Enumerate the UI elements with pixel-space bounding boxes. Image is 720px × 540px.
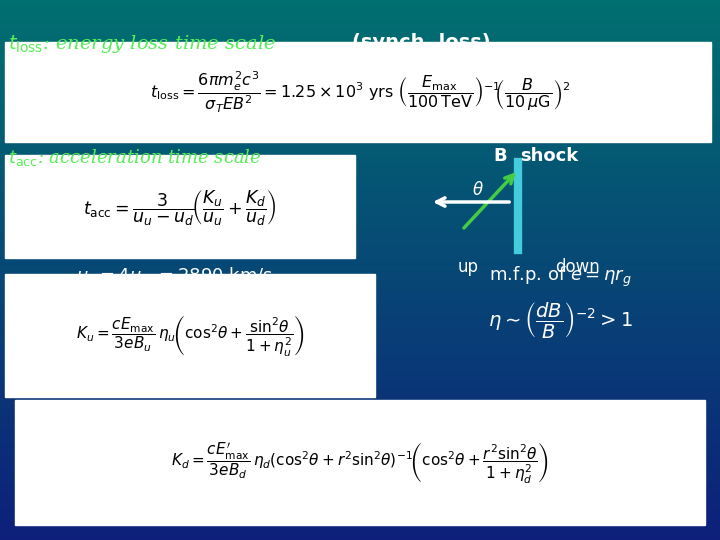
Text: $K_u = \dfrac{cE_{\rm max}}{3eB_u}\,\eta_u\!\left(\cos^2\!\theta + \dfrac{\sin^2: $K_u = \dfrac{cE_{\rm max}}{3eB_u}\,\eta…	[76, 313, 305, 357]
FancyBboxPatch shape	[5, 274, 375, 397]
Text: $t_{\rm loss} = \dfrac{6\pi m_e^2 c^3}{\sigma_T EB^2} = 1.25 \times 10^3\ {\rm y: $t_{\rm loss} = \dfrac{6\pi m_e^2 c^3}{\…	[150, 69, 570, 115]
Text: shock: shock	[520, 147, 578, 165]
Text: $t_{\rm acc} = \dfrac{3}{u_u - u_d}\!\left(\dfrac{K_u}{u_u} + \dfrac{K_d}{u_d}\r: $t_{\rm acc} = \dfrac{3}{u_u - u_d}\!\le…	[83, 187, 277, 226]
FancyBboxPatch shape	[5, 42, 711, 142]
Text: $u_u = 4u_d\ = 2890\ {\rm km/s}$: $u_u = 4u_d\ = 2890\ {\rm km/s}$	[76, 265, 274, 286]
Text: $t_{\rm loss}$: energy loss time scale: $t_{\rm loss}$: energy loss time scale	[8, 33, 276, 55]
Text: (synch. loss): (synch. loss)	[352, 33, 490, 52]
Text: m.f.p. of $e = \eta r_g$: m.f.p. of $e = \eta r_g$	[489, 265, 631, 289]
FancyBboxPatch shape	[15, 400, 705, 525]
Text: $K_d = \dfrac{cE^{\prime}_{\rm max}}{3eB_d}\,\eta_d(\cos^2\!\theta + r^2\sin^2\!: $K_d = \dfrac{cE^{\prime}_{\rm max}}{3eB…	[171, 441, 549, 485]
Text: down: down	[555, 258, 600, 276]
Text: $\eta \sim \left(\dfrac{dB}{B}\right)^{-2} > 1$: $\eta \sim \left(\dfrac{dB}{B}\right)^{-…	[487, 300, 632, 340]
Text: $t_{\rm acc}$: acceleration time scale: $t_{\rm acc}$: acceleration time scale	[8, 147, 261, 168]
Text: B: B	[493, 147, 507, 165]
Text: $\theta$: $\theta$	[472, 181, 484, 199]
FancyBboxPatch shape	[5, 155, 355, 258]
Text: up: up	[457, 258, 479, 276]
